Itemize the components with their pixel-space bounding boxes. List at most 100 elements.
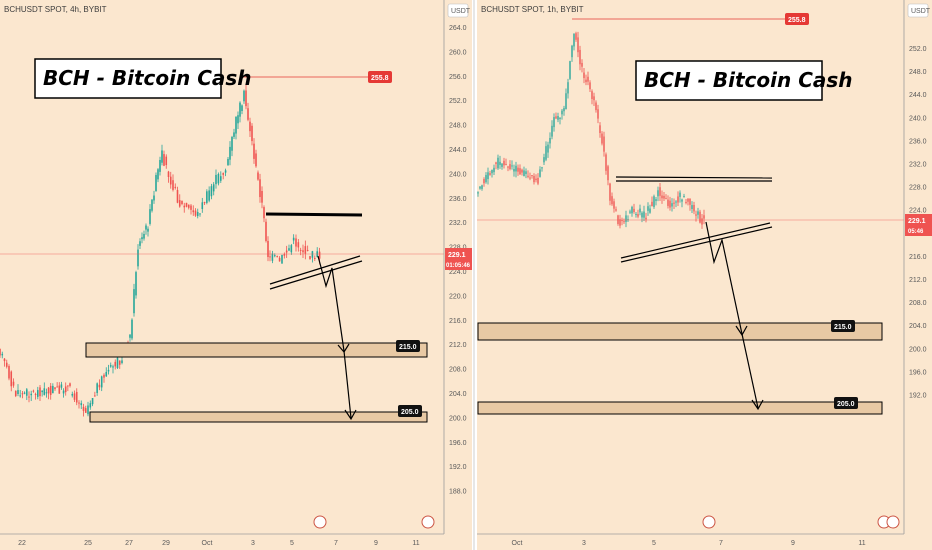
time-tick: 29 (162, 540, 170, 547)
candle-body (45, 392, 48, 394)
candle-body (631, 206, 633, 214)
price-tick: 216.0 (449, 318, 467, 325)
candle-body (259, 179, 261, 198)
candle-body (91, 398, 94, 405)
candle-body (98, 384, 101, 388)
candle-body (643, 211, 645, 218)
arrow-head (751, 399, 764, 411)
candle-body (304, 246, 307, 254)
candle-body (697, 211, 699, 215)
candle-body (278, 257, 281, 262)
chart-title: BCH - Bitcoin Cash (43, 66, 252, 90)
candle-body (633, 208, 635, 212)
candle-body (297, 242, 300, 248)
candle-body (537, 177, 539, 184)
candle-body (14, 390, 17, 397)
candle-body (67, 385, 69, 387)
time-tick: 5 (290, 540, 294, 547)
candle-body (693, 204, 695, 212)
candle-body (501, 163, 503, 167)
us-flag-icon[interactable] (886, 515, 900, 529)
candle-body (181, 200, 183, 205)
currency-button[interactable] (907, 3, 929, 18)
price-tick: 212.0 (909, 277, 927, 284)
candle-body (255, 153, 257, 167)
arrow-head (735, 325, 748, 337)
right-chart-panel[interactable]: BCHUSDT SPOT, 1h, BYBIT 255.8 215.0 205.… (477, 0, 932, 547)
candle-body (675, 201, 677, 203)
candle-body (583, 72, 585, 79)
candle-body (112, 366, 114, 368)
time-axis-right[interactable]: Oct 3 5 7 9 11 (512, 540, 866, 547)
candle-body (58, 385, 61, 394)
candle-body (599, 125, 601, 134)
candle-body (100, 376, 103, 388)
us-flag-icon[interactable] (421, 515, 435, 529)
candle-body (619, 219, 621, 226)
price-tick: 192.0 (449, 464, 467, 471)
candle-body (673, 202, 675, 204)
candle-body (43, 388, 46, 395)
candle-body (87, 405, 89, 415)
candle-body (141, 237, 143, 240)
candle-body (274, 255, 276, 257)
countdown-label: 05:46 (908, 229, 924, 235)
time-tick: 3 (251, 540, 255, 547)
currency-button[interactable] (447, 3, 469, 18)
candle-body (647, 206, 649, 211)
candle-body (245, 90, 247, 107)
candle-body (190, 205, 192, 210)
zone-label-205: 205.0 (837, 401, 855, 408)
economic-event-icon[interactable] (702, 515, 716, 529)
price-tick: 224.0 (909, 208, 927, 215)
candle-body (699, 211, 701, 223)
economic-event-icon[interactable] (313, 515, 327, 529)
price-tick: 244.0 (909, 92, 927, 99)
price-tick: 196.0 (449, 440, 467, 447)
candle-body (169, 176, 172, 185)
price-tick: 252.0 (909, 46, 927, 53)
candle-body (176, 189, 179, 203)
support-zone-215 (85, 342, 428, 358)
candle-body (567, 82, 569, 94)
candle-body (655, 199, 657, 201)
candle-body (159, 159, 161, 172)
candle-body (677, 196, 679, 203)
candle-body (192, 210, 195, 213)
price-tick: 208.0 (909, 300, 927, 307)
symbol-label: BCHUSDT SPOT, 1h, BYBIT (481, 5, 584, 14)
candle-body (62, 390, 65, 394)
candle-body (210, 186, 213, 197)
candle-body (292, 237, 295, 241)
candle-body (56, 386, 58, 388)
price-tick: 192.0 (909, 393, 927, 400)
candle-body (563, 108, 565, 112)
candle-body (131, 319, 133, 339)
candle-body (206, 191, 208, 203)
candle-body (153, 195, 155, 201)
candle-body (485, 175, 487, 183)
support-zone-205 (89, 411, 428, 423)
price-tick: 256.0 (449, 74, 467, 81)
candle-body (60, 384, 63, 388)
price-tick: 204.0 (909, 323, 927, 330)
time-axis-left[interactable]: 22 25 27 29 Oct 3 5 7 9 11 (18, 540, 420, 547)
candle-body (635, 214, 637, 216)
candle-body (263, 207, 265, 219)
candle-body (107, 369, 110, 372)
left-chart-panel[interactable]: BCHUSDT SPOT, 4h, BYBIT 255.8 215.0 205.… (0, 0, 472, 547)
price-axis-left[interactable]: 264.0 260.0 256.0 252.0 248.0 244.0 240.0 236.0… (449, 25, 467, 496)
countdown-label: 01:05:46 (446, 263, 471, 269)
candle-body (657, 190, 659, 197)
candle-body (161, 150, 163, 163)
candle-body (32, 390, 35, 392)
candle-body (601, 133, 603, 144)
candle-body (547, 144, 549, 153)
projection-path (317, 255, 352, 419)
time-tick: 9 (374, 540, 378, 547)
candle-body (645, 217, 647, 220)
candle-body (597, 109, 599, 119)
candle-body (295, 238, 297, 247)
resistance-line (265, 212, 363, 217)
